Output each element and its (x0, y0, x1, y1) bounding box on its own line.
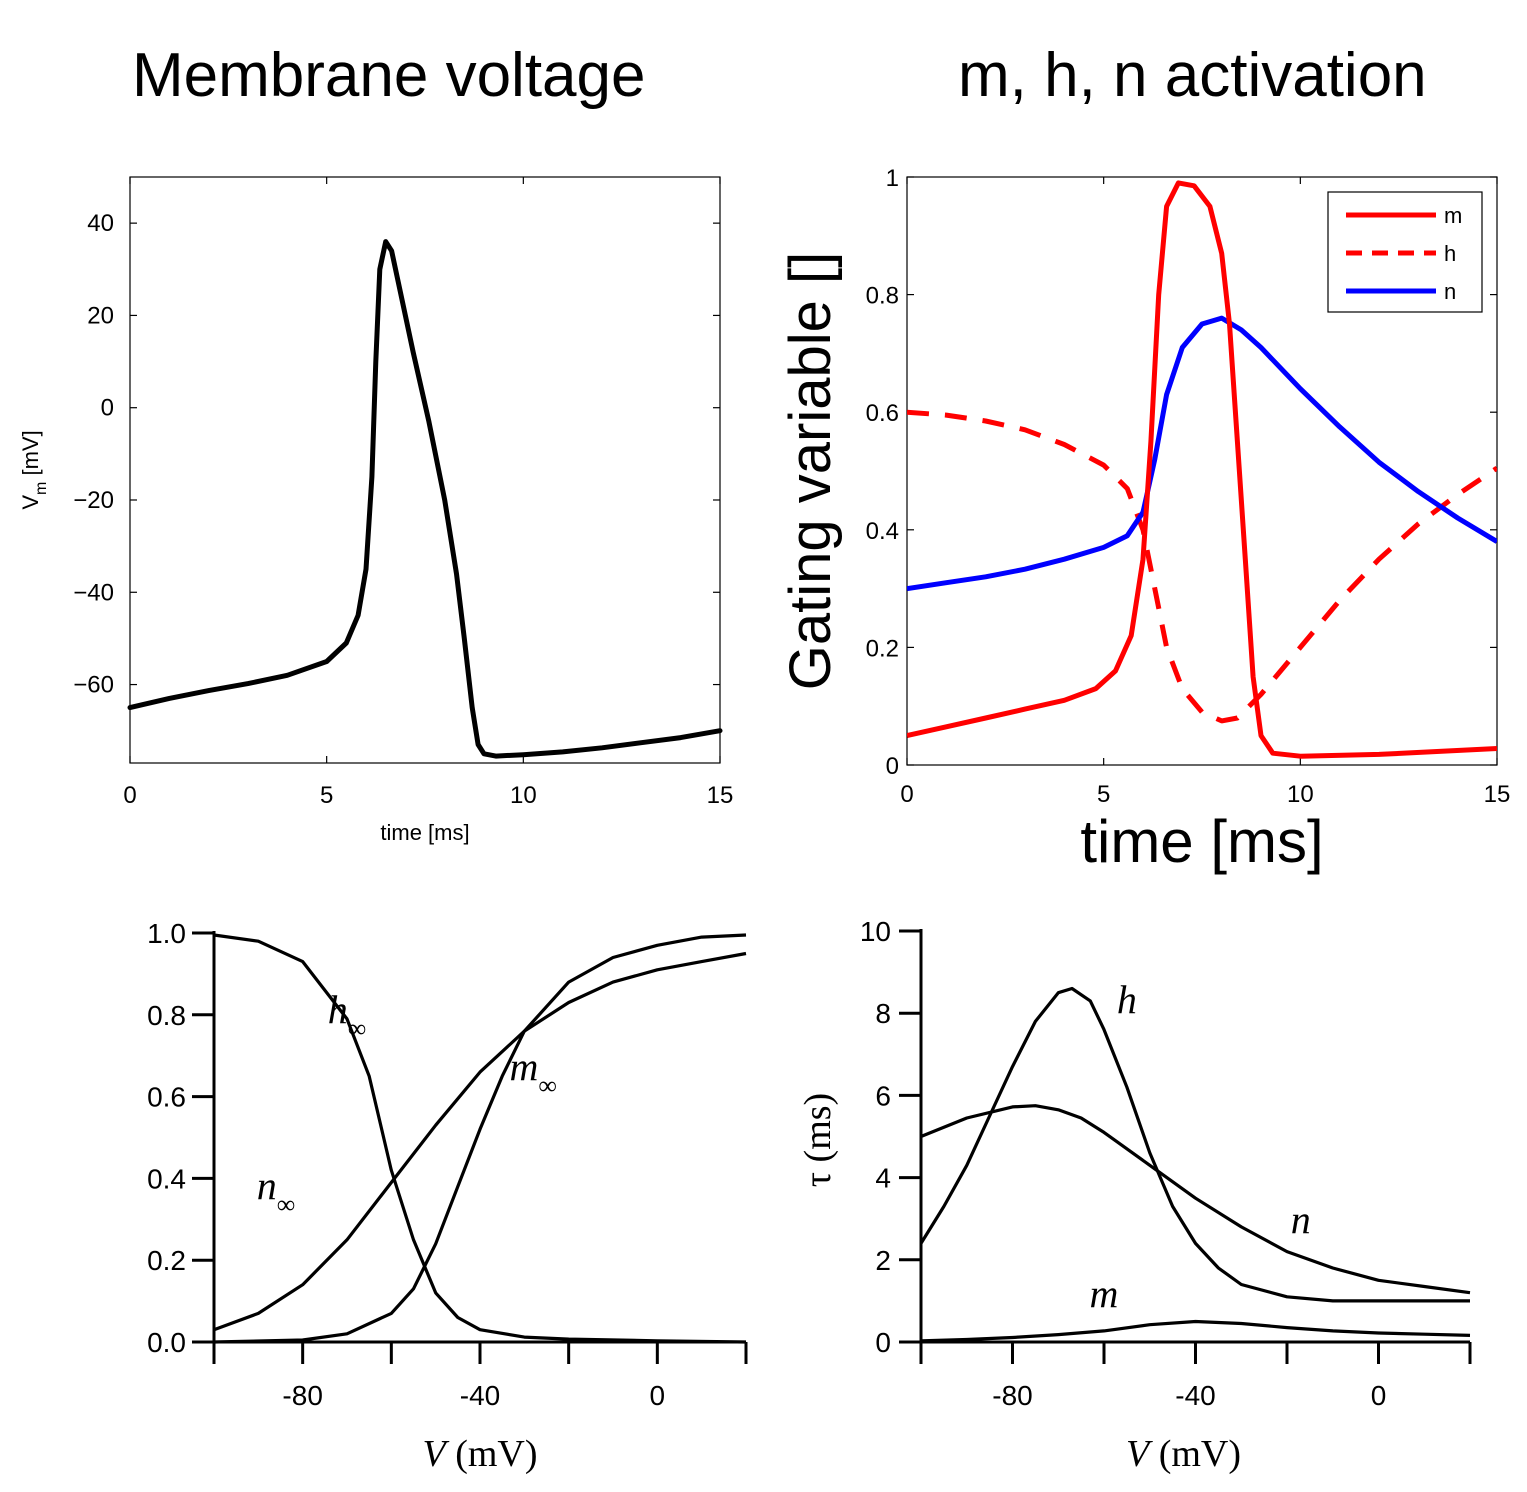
y-tick-label: 1.0 (147, 918, 186, 949)
x-tick-label: 10 (510, 782, 537, 809)
y-tick-label: 0 (886, 753, 899, 780)
x-tick-label: 0 (900, 781, 913, 808)
steady-state-chart: 0.0 0.2 0.4 0.6 0.8 1.0 -80 -40 0 V (mV) h∞ n∞ m∞ (147, 918, 748, 1475)
y-tick-label: 40 (87, 210, 114, 237)
y-tick-label: 0.6 (147, 1082, 186, 1113)
y-tick-label: 2 (875, 1245, 891, 1276)
y-tick-label: 0 (101, 395, 114, 422)
y-axis-label: Gating variable [] (778, 252, 843, 690)
y-tick-label: −20 (73, 487, 114, 514)
y-tick-label: 0 (875, 1327, 891, 1358)
series-line-n (907, 315, 1497, 592)
y-tick-label: 0.4 (866, 518, 899, 545)
y-tick-label: 0.0 (147, 1327, 186, 1358)
curve-tau-n (920, 1104, 1471, 1295)
curve-label-h-inf: h∞ (328, 987, 367, 1043)
y-tick-label: −40 (73, 579, 114, 606)
curve-tau-m (920, 1319, 1471, 1343)
y-tick-label: 1 (886, 165, 899, 192)
x-tick-label: -80 (282, 1380, 322, 1411)
curve-label-n-inf: n∞ (257, 1163, 296, 1219)
curve-label-tau-h: h (1117, 977, 1137, 1022)
x-tick-label: -40 (1175, 1380, 1215, 1411)
legend-label-n: n (1444, 279, 1456, 304)
y-tick-label: 10 (860, 916, 891, 947)
x-axis-label: V (mV) (1126, 1433, 1241, 1475)
y-tick-label: 0.6 (866, 400, 899, 427)
y-tick-label: 0.2 (147, 1245, 186, 1276)
gating-chart: 0 5 10 15 0 0.2 0.4 0.6 0.8 1 time [ms] Gating vari… (778, 165, 1510, 875)
x-axis-label: time [ms] (380, 820, 469, 845)
chart-title-membrane-voltage: Membrane voltage (132, 41, 646, 110)
x-tick-label: 15 (707, 782, 734, 809)
curve-m∞ (213, 933, 747, 1344)
y-tick-label: 4 (875, 1163, 891, 1194)
series-line-h (907, 409, 1497, 724)
x-axis-label: time [ms] (1080, 808, 1323, 875)
x-tick-label: 0 (1371, 1380, 1387, 1411)
legend-label-m: m (1444, 203, 1462, 228)
curve-label-tau-n: n (1291, 1197, 1311, 1242)
x-axis-label: V (mV) (422, 1433, 537, 1475)
chart-title-activation: m, h, n activation (958, 41, 1427, 110)
plot-frame (129, 176, 721, 764)
x-tick-label: 10 (1287, 781, 1314, 808)
curve-tau-h (919, 986, 1470, 1303)
legend-label-h: h (1444, 241, 1456, 266)
y-tick-label: 0.4 (147, 1163, 186, 1194)
x-tick-label: 15 (1484, 781, 1511, 808)
time-constant-chart: 0 2 4 6 8 10 -80 -40 0 V (mV) τ (ms) h n m (797, 916, 1472, 1475)
y-tick-label: 8 (875, 998, 891, 1029)
y-tick-label: 0.8 (866, 283, 899, 310)
curve-n∞ (213, 951, 747, 1332)
y-tick-label: 0.8 (147, 1000, 186, 1031)
y-tick-label: 6 (875, 1080, 891, 1111)
curve-label-m-inf: m∞ (509, 1044, 556, 1100)
series-line-m (907, 180, 1497, 759)
curve-h∞ (213, 933, 747, 1344)
x-tick-label: 0 (650, 1380, 666, 1411)
y-tick-label: −60 (73, 672, 114, 699)
x-tick-label: 0 (123, 782, 136, 809)
voltage-chart: 0 5 10 15 40 20 0 −20 −40 −60 time [ms] Vm [mV] (18, 176, 734, 845)
x-tick-label: -80 (992, 1380, 1032, 1411)
voltage-trace (127, 239, 723, 759)
x-tick-label: 5 (1097, 781, 1110, 808)
x-tick-label: 5 (320, 782, 333, 809)
curve-label-tau-m: m (1090, 1271, 1119, 1316)
y-axis-label: τ (ms) (797, 1093, 839, 1187)
x-tick-label: -40 (460, 1380, 500, 1411)
y-tick-label: 20 (87, 302, 114, 329)
legend: mhn (1327, 191, 1483, 313)
y-tick-label: 0.2 (866, 635, 899, 662)
y-axis-label: Vm [mV] (18, 430, 50, 509)
